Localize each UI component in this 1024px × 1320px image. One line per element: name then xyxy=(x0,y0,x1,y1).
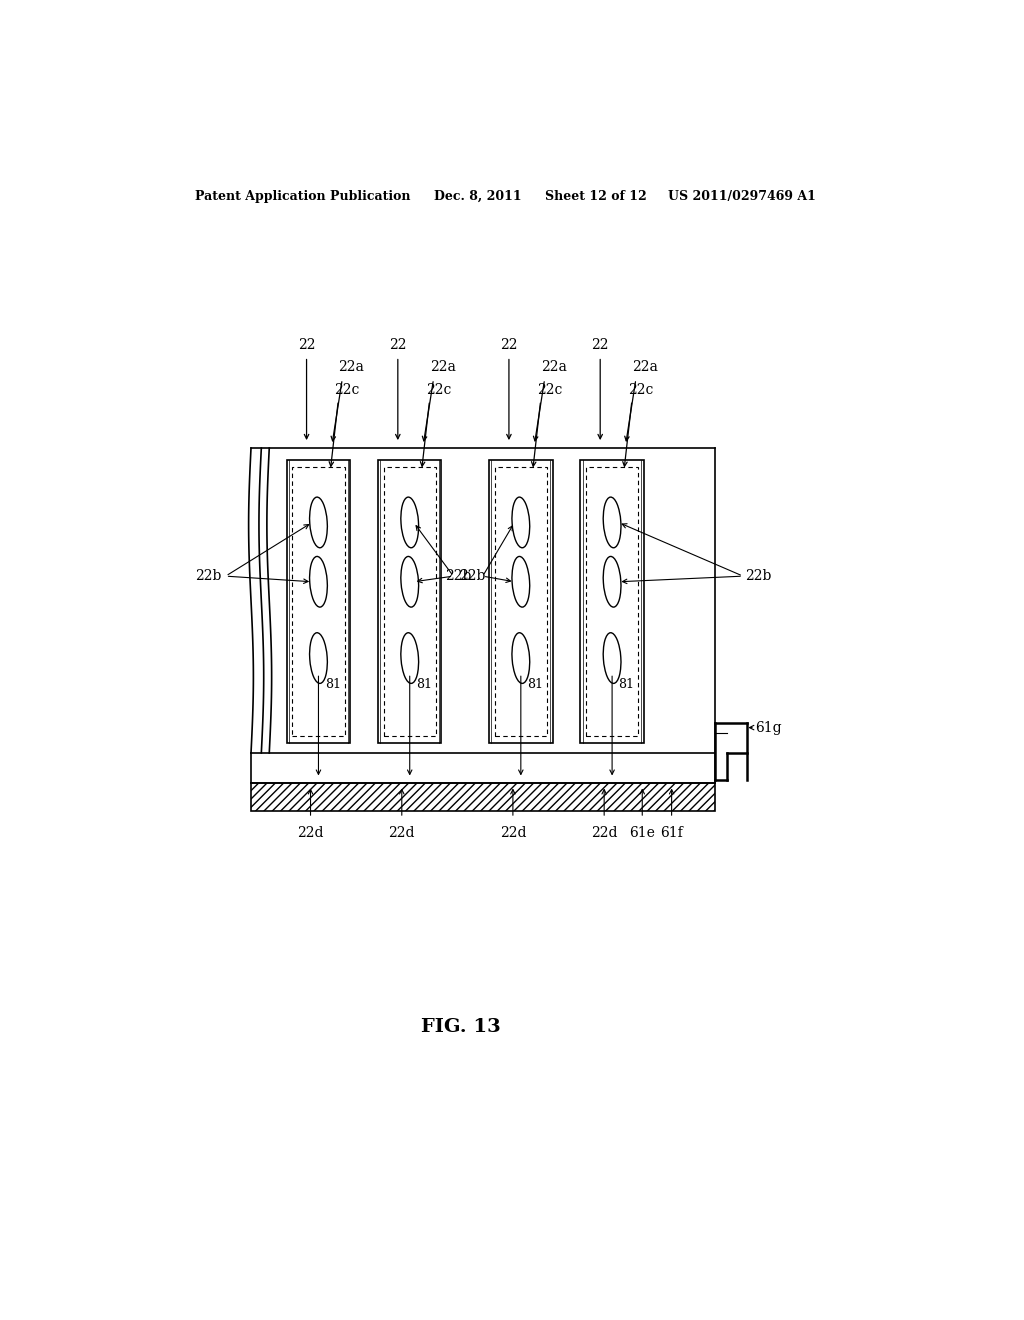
Text: 61g: 61g xyxy=(755,721,781,735)
Text: 22b: 22b xyxy=(445,569,472,583)
Ellipse shape xyxy=(512,557,529,607)
Text: 22c: 22c xyxy=(628,383,653,397)
Ellipse shape xyxy=(603,498,621,548)
Text: FIG. 13: FIG. 13 xyxy=(422,1019,501,1036)
Bar xyxy=(384,467,436,735)
Bar xyxy=(292,467,345,735)
Text: 22b: 22b xyxy=(459,569,485,583)
Text: 22b: 22b xyxy=(745,569,772,583)
Text: 61e: 61e xyxy=(630,826,655,840)
Text: 22b: 22b xyxy=(196,569,221,583)
Text: 22: 22 xyxy=(298,338,315,351)
Text: 81: 81 xyxy=(325,678,341,692)
Text: Sheet 12 of 12: Sheet 12 of 12 xyxy=(545,190,646,202)
Text: 22a: 22a xyxy=(338,360,365,374)
Ellipse shape xyxy=(309,557,328,607)
Text: 22d: 22d xyxy=(297,826,324,840)
Text: 22d: 22d xyxy=(591,826,617,840)
Text: 22d: 22d xyxy=(388,826,415,840)
Bar xyxy=(581,461,644,743)
Ellipse shape xyxy=(400,498,419,548)
Text: 22a: 22a xyxy=(632,360,657,374)
Ellipse shape xyxy=(309,498,328,548)
Text: 22a: 22a xyxy=(541,360,566,374)
Bar xyxy=(495,467,547,735)
Text: 81: 81 xyxy=(527,678,543,692)
Bar xyxy=(251,784,715,810)
Text: Dec. 8, 2011: Dec. 8, 2011 xyxy=(433,190,521,202)
Ellipse shape xyxy=(512,498,529,548)
Text: 22: 22 xyxy=(592,338,609,351)
Ellipse shape xyxy=(603,632,621,684)
Text: 22c: 22c xyxy=(537,383,562,397)
Text: 22c: 22c xyxy=(334,383,359,397)
Ellipse shape xyxy=(400,557,419,607)
Ellipse shape xyxy=(603,557,621,607)
Bar xyxy=(378,461,441,743)
Text: 22a: 22a xyxy=(430,360,456,374)
Bar xyxy=(586,467,638,735)
Text: US 2011/0297469 A1: US 2011/0297469 A1 xyxy=(668,190,815,202)
Ellipse shape xyxy=(400,632,419,684)
Text: 22: 22 xyxy=(389,338,407,351)
Ellipse shape xyxy=(309,632,328,684)
Bar xyxy=(287,461,350,743)
Text: 61f: 61f xyxy=(660,826,683,840)
Text: 81: 81 xyxy=(618,678,635,692)
Bar xyxy=(489,461,553,743)
Text: 22: 22 xyxy=(500,338,518,351)
Text: 22c: 22c xyxy=(426,383,451,397)
Text: 22d: 22d xyxy=(500,826,526,840)
Ellipse shape xyxy=(512,632,529,684)
Text: 81: 81 xyxy=(416,678,432,692)
Text: Patent Application Publication: Patent Application Publication xyxy=(196,190,411,202)
